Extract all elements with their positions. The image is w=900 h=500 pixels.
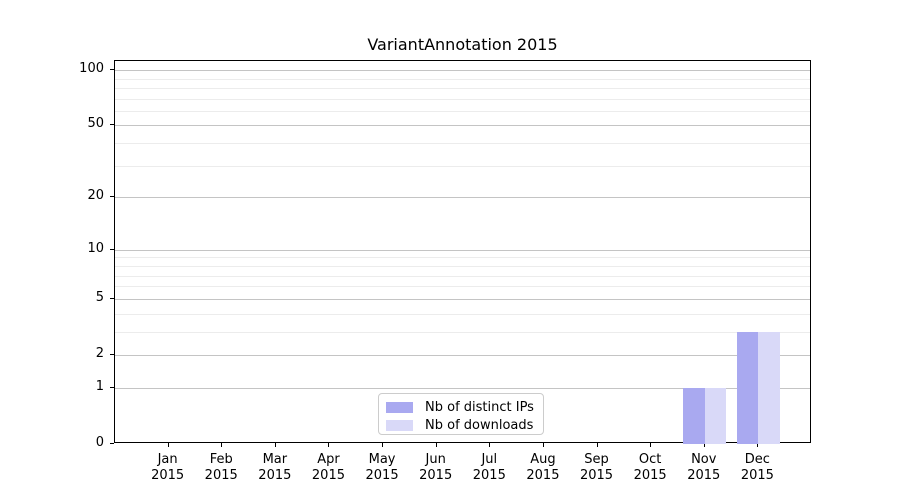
legend-swatch-downloads — [386, 419, 413, 431]
minor-gridline — [115, 275, 810, 277]
x-tick-month: Aug — [530, 452, 556, 467]
x-axis-tick-label: Oct 2015 — [618, 452, 682, 484]
y-tick-mark — [110, 248, 114, 250]
x-tick-month: Jul — [481, 452, 498, 467]
x-tick-mark — [596, 443, 598, 447]
legend-label-downloads: Nb of downloads — [425, 417, 534, 433]
major-gridline — [115, 70, 810, 72]
x-tick-mark — [382, 443, 384, 447]
y-tick-mark — [110, 297, 114, 299]
y-axis-tick-label: 2 — [95, 345, 104, 361]
x-tick-year: 2015 — [472, 468, 506, 483]
major-gridline — [115, 298, 810, 300]
x-axis-tick-label: May 2015 — [350, 452, 414, 484]
minor-gridline — [115, 165, 810, 167]
y-axis-tick-label: 100 — [79, 61, 104, 77]
y-tick-mark — [110, 69, 114, 71]
x-axis-tick-label: Sep 2015 — [565, 452, 629, 484]
y-axis-tick-label: 50 — [87, 116, 104, 132]
x-tick-mark — [703, 443, 705, 447]
x-tick-mark — [274, 443, 276, 447]
x-tick-month: Dec — [744, 452, 770, 467]
y-tick-mark — [110, 386, 114, 388]
x-tick-year: 2015 — [311, 468, 345, 483]
x-tick-mark — [489, 443, 491, 447]
minor-gridline — [115, 313, 810, 315]
legend-row-downloads: Nb of downloads — [386, 417, 543, 433]
legend-label-distinct-ips: Nb of distinct IPs — [425, 399, 534, 415]
legend: Nb of distinct IPs Nb of downloads — [378, 393, 544, 435]
major-gridline — [115, 197, 810, 199]
x-tick-year: 2015 — [633, 468, 667, 483]
minor-gridline — [115, 257, 810, 259]
y-axis-tick-label: 20 — [87, 188, 104, 204]
y-tick-mark — [110, 443, 114, 444]
minor-gridline — [115, 110, 810, 112]
x-axis-tick-label: Mar 2015 — [243, 452, 307, 484]
legend-swatch-distinct-ips — [386, 401, 413, 413]
x-tick-mark — [221, 443, 223, 447]
bar-downloads — [758, 331, 780, 444]
y-axis-tick-label: 0 — [95, 435, 104, 450]
x-tick-year: 2015 — [740, 468, 774, 483]
x-tick-month: Jun — [425, 452, 446, 467]
minor-gridline — [115, 331, 810, 333]
x-tick-month: Mar — [262, 452, 288, 467]
x-tick-month: Nov — [691, 452, 717, 467]
plot-area — [114, 60, 811, 444]
bar-distinct-ips — [736, 331, 759, 444]
major-gridline — [115, 125, 810, 127]
major-gridline — [115, 249, 810, 251]
chart-title: VariantAnnotation 2015 — [367, 35, 558, 54]
x-tick-year: 2015 — [526, 468, 560, 483]
x-axis-tick-label: Feb 2015 — [189, 452, 253, 484]
x-tick-year: 2015 — [258, 468, 292, 483]
x-tick-month: May — [368, 452, 396, 467]
y-tick-mark — [110, 196, 114, 198]
x-tick-month: Jan — [157, 452, 178, 467]
x-axis-tick-label: Jun 2015 — [404, 452, 468, 484]
bar-distinct-ips — [683, 387, 705, 444]
y-tick-mark — [110, 124, 114, 126]
minor-gridline — [115, 286, 810, 288]
major-gridline — [115, 387, 810, 389]
x-axis-tick-label: Nov 2015 — [672, 452, 736, 484]
x-tick-month: Sep — [584, 452, 609, 467]
y-tick-mark — [110, 353, 114, 355]
minor-gridline — [115, 87, 810, 89]
x-tick-mark — [435, 443, 437, 447]
x-tick-mark — [650, 443, 652, 447]
y-axis-tick-label: 10 — [87, 240, 104, 256]
minor-gridline — [115, 265, 810, 267]
x-tick-year: 2015 — [687, 468, 721, 483]
minor-gridline — [115, 78, 810, 80]
x-tick-year: 2015 — [151, 468, 185, 483]
minor-gridline — [115, 143, 810, 145]
y-axis-tick-label: 1 — [95, 378, 104, 394]
x-axis-tick-label: Jan 2015 — [136, 452, 200, 484]
x-tick-month: Feb — [209, 452, 233, 467]
x-tick-mark — [542, 443, 544, 447]
x-tick-year: 2015 — [419, 468, 453, 483]
major-gridline — [115, 354, 810, 356]
x-axis-tick-label: Dec 2015 — [725, 452, 789, 484]
y-axis-tick-label: 5 — [95, 289, 104, 305]
x-axis-tick-label: Aug 2015 — [511, 452, 575, 484]
x-tick-month: Oct — [638, 452, 662, 467]
x-tick-mark — [757, 443, 759, 447]
x-axis-tick-label: Jul 2015 — [457, 452, 521, 484]
x-tick-month: Apr — [317, 452, 340, 467]
bar-downloads — [704, 387, 727, 444]
x-tick-year: 2015 — [579, 468, 614, 483]
x-axis-tick-label: Apr 2015 — [296, 452, 360, 484]
legend-row-distinct-ips: Nb of distinct IPs — [386, 399, 543, 415]
x-tick-mark — [328, 443, 330, 447]
x-tick-year: 2015 — [204, 468, 238, 483]
minor-gridline — [115, 98, 810, 100]
x-tick-year: 2015 — [365, 468, 399, 483]
x-tick-mark — [167, 443, 169, 447]
